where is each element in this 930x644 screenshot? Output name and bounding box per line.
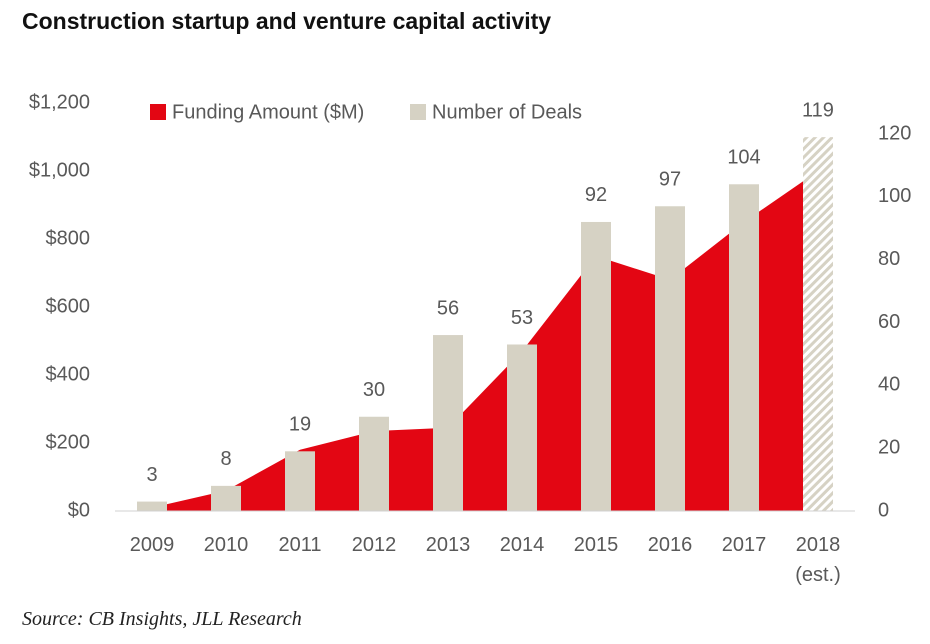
y-tick-label: $1,200 bbox=[29, 91, 90, 113]
chart-title: Construction startup and venture capital… bbox=[22, 8, 552, 34]
source-note: Source: CB Insights, JLL Research bbox=[22, 608, 302, 630]
bar bbox=[433, 335, 463, 511]
y-tick-label: $1,000 bbox=[29, 159, 90, 181]
x-tick-label: 2016 bbox=[647, 534, 693, 556]
legend-swatch bbox=[410, 104, 426, 120]
x-tick-label: 2009 bbox=[129, 534, 175, 556]
bar bbox=[729, 184, 759, 511]
area bbox=[152, 171, 818, 511]
data-label: 97 bbox=[659, 169, 681, 191]
bar bbox=[507, 344, 537, 511]
legend-swatch bbox=[150, 104, 166, 120]
x-tick-label: 2012 bbox=[351, 534, 397, 556]
data-label: 104 bbox=[727, 147, 760, 169]
data-label: 30 bbox=[363, 379, 385, 401]
y2-tick-label: 120 bbox=[878, 122, 911, 144]
data-label: 19 bbox=[289, 414, 311, 436]
bar bbox=[359, 416, 389, 511]
y2-tick-label: 60 bbox=[878, 311, 900, 333]
legend-label: Number of Deals bbox=[432, 101, 582, 123]
y-tick-label: $400 bbox=[46, 363, 91, 385]
x-tick-label: 2013 bbox=[425, 534, 471, 556]
y-tick-label: $600 bbox=[46, 295, 91, 317]
x-tick-label: 2015 bbox=[573, 534, 619, 556]
x-tick-label: 2018 (est.) bbox=[795, 534, 841, 586]
x-tick-label: 2011 bbox=[278, 534, 322, 556]
data-label: 3 bbox=[146, 464, 157, 486]
y2-tick-label: 80 bbox=[878, 248, 900, 270]
y-tick-label: $200 bbox=[46, 431, 91, 453]
data-label: 56 bbox=[437, 297, 459, 319]
bar bbox=[655, 206, 685, 511]
y2-tick-label: 40 bbox=[878, 374, 900, 396]
y2-tick-label: 0 bbox=[878, 499, 889, 521]
bar bbox=[285, 451, 315, 511]
y2-tick-label: 100 bbox=[878, 185, 911, 207]
data-label: 92 bbox=[585, 184, 607, 206]
y-tick-label: $0 bbox=[68, 499, 90, 521]
bar bbox=[581, 221, 611, 511]
x-tick-label: 2014 bbox=[499, 534, 545, 556]
data-label: 8 bbox=[220, 448, 231, 470]
y2-tick-label: 20 bbox=[878, 436, 900, 458]
data-label: 53 bbox=[511, 307, 533, 329]
x-tick-label: 2017 bbox=[721, 534, 767, 556]
legend-label: Funding Amount ($M) bbox=[172, 101, 364, 123]
bar bbox=[803, 137, 833, 511]
y-tick-label: $800 bbox=[46, 227, 91, 249]
x-tick-label: 2010 bbox=[203, 534, 249, 556]
bar bbox=[211, 485, 241, 511]
bar bbox=[137, 501, 167, 511]
data-label: 119 bbox=[802, 99, 834, 121]
